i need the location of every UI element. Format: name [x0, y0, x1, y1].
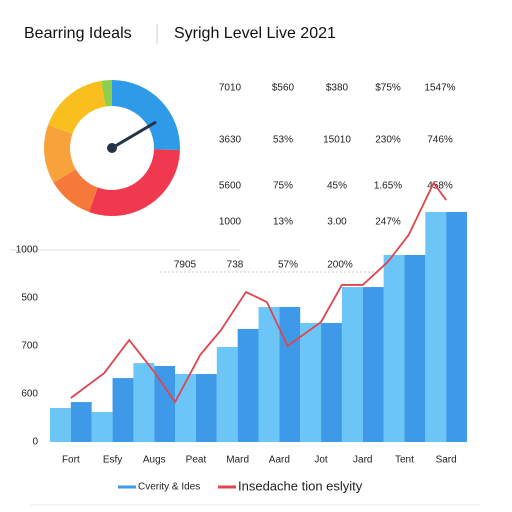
- gauge-segment: [88, 149, 180, 216]
- bar: [70, 402, 92, 442]
- bar: [50, 408, 71, 442]
- bar: [362, 287, 384, 442]
- table-cell: 3.00: [327, 217, 347, 228]
- table-cell: 738: [227, 260, 244, 271]
- subtitle: Syrigh Level Live 2021: [174, 25, 336, 42]
- x-tick-label: Peat: [186, 455, 207, 466]
- x-tick-label: Jot: [314, 455, 328, 466]
- x-tick-label: Mard: [226, 455, 249, 466]
- bar: [446, 211, 467, 442]
- gauge-segment: [53, 169, 98, 212]
- bar: [341, 287, 363, 442]
- table-cell: 247%: [375, 217, 401, 228]
- y-tick-label: 600: [21, 389, 38, 400]
- x-tick-label: Fort: [62, 455, 80, 466]
- x-tick-label: Jard: [353, 455, 372, 466]
- bar: [216, 346, 238, 442]
- bar: [258, 307, 280, 442]
- legend-label: Insedache tion eslyity: [238, 478, 363, 493]
- line: [70, 181, 447, 404]
- table-cell: 45%: [327, 181, 347, 192]
- table-cell: 13%: [273, 217, 293, 228]
- bar: [133, 363, 155, 442]
- table-cell: 57%: [278, 260, 298, 271]
- y-tick-label: 700: [21, 341, 38, 352]
- table-cell: 3630: [219, 135, 242, 146]
- bar: [404, 254, 426, 442]
- bar: [91, 412, 113, 442]
- table-cell: $75%: [375, 83, 401, 94]
- title: Bearring Ideals: [24, 25, 132, 42]
- table-cell: 75%: [273, 181, 293, 192]
- bar: [154, 365, 176, 442]
- y-tick-label: 1000: [16, 245, 39, 256]
- table-cell: 1000: [219, 217, 242, 228]
- table-cell: 7905: [174, 260, 197, 271]
- x-tick-label: Augs: [143, 455, 166, 466]
- bar: [425, 211, 447, 442]
- bar: [383, 254, 405, 442]
- table-cell: 1547%: [424, 83, 455, 94]
- table-cell: 458%: [427, 181, 453, 192]
- table-cell: $380: [326, 83, 349, 94]
- table-cell: 15010: [323, 135, 351, 146]
- table-cell: $560: [272, 83, 295, 94]
- gauge-segment: [48, 80, 106, 134]
- gauge-segment: [112, 80, 181, 151]
- bar: [237, 328, 259, 442]
- x-tick-label: Aard: [269, 455, 290, 466]
- x-tick-label: Esfy: [103, 455, 122, 466]
- table-cell: 53%: [273, 135, 293, 146]
- x-tick-label: Sard: [436, 455, 457, 466]
- x-tick-label: Tent: [395, 455, 414, 466]
- table-cell: 1.65%: [374, 181, 402, 192]
- bar: [112, 378, 134, 442]
- table-cell: 200%: [327, 260, 353, 271]
- table-cell: 7010: [219, 83, 242, 94]
- table-cell: 746%: [427, 135, 453, 146]
- bar: [300, 322, 322, 442]
- bar: [321, 322, 342, 442]
- legend-label: Cverity & Ides: [138, 482, 200, 493]
- gauge-needle: [111, 120, 157, 150]
- bar: [279, 307, 301, 442]
- y-tick-label: 0: [32, 437, 38, 448]
- gauge-segment: [101, 80, 112, 107]
- gauge-segment: [43, 124, 76, 183]
- bar: [195, 374, 217, 442]
- gauge-hub: [107, 143, 117, 153]
- table-cell: 230%: [375, 135, 401, 146]
- y-tick-label: 500: [21, 293, 38, 304]
- table-cell: 5600: [219, 181, 242, 192]
